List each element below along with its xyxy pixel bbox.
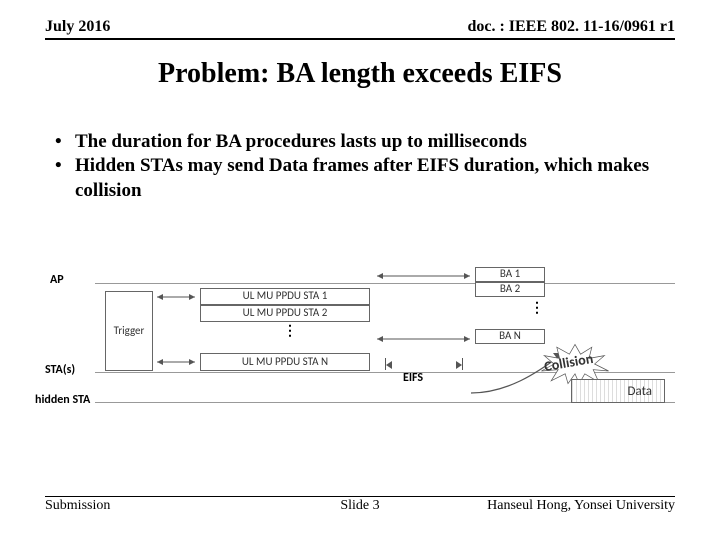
data-frame: Data [571,379,665,403]
label-ap: AP [50,273,64,287]
ul-mu-ppdu-sta2: UL MU PPDU STA 2 [200,305,370,322]
slide-header: July 2016 doc. : IEEE 802. 11-16/0961 r1 [45,18,675,40]
eifs-bracket [385,358,463,370]
footer-right: Hanseul Hong, Yonsei University [487,498,675,514]
bullet-1: The duration for BA procedures lasts up … [55,130,675,154]
eifs-arrow-right-icon [456,361,462,369]
ul-mu-ppdu-sta1: UL MU PPDU STA 1 [200,288,370,305]
timing-diagram: AP STA(s) hidden STA Trigger UL MU PPDU … [45,263,685,443]
ul-mu-ppdu-staN: UL MU PPDU STA N [200,353,370,371]
label-hidden-sta: hidden STA [35,393,90,407]
footer-left: Submission [45,498,110,514]
vdots-ba: ⋮ [530,299,546,316]
label-stas: STA(s) [45,363,75,377]
sifs-arrows-right [375,271,475,351]
slide-title: Problem: BA length exceeds EIFS [45,58,675,90]
slide-page: July 2016 doc. : IEEE 802. 11-16/0961 r1… [45,18,675,518]
eifs-arrow-left-icon [386,361,392,369]
trigger-frame: Trigger [105,291,153,371]
ba-2: BA 2 [475,282,545,297]
ba-n: BA N [475,329,545,344]
sifs-arrows-left [157,287,202,377]
vdots-mu: ⋮ [283,322,299,339]
footer-center: Slide 3 [340,498,379,514]
slide-footer: Submission Slide 3 Hanseul Hong, Yonsei … [45,496,675,514]
bullet-2: Hidden STAs may send Data frames after E… [55,154,675,203]
ba-1: BA 1 [475,267,545,282]
eifs-label: EIFS [403,371,423,385]
bullet-list: The duration for BA procedures lasts up … [55,130,675,203]
header-doc-number: doc. : IEEE 802. 11-16/0961 r1 [467,18,675,36]
header-date: July 2016 [45,18,110,36]
